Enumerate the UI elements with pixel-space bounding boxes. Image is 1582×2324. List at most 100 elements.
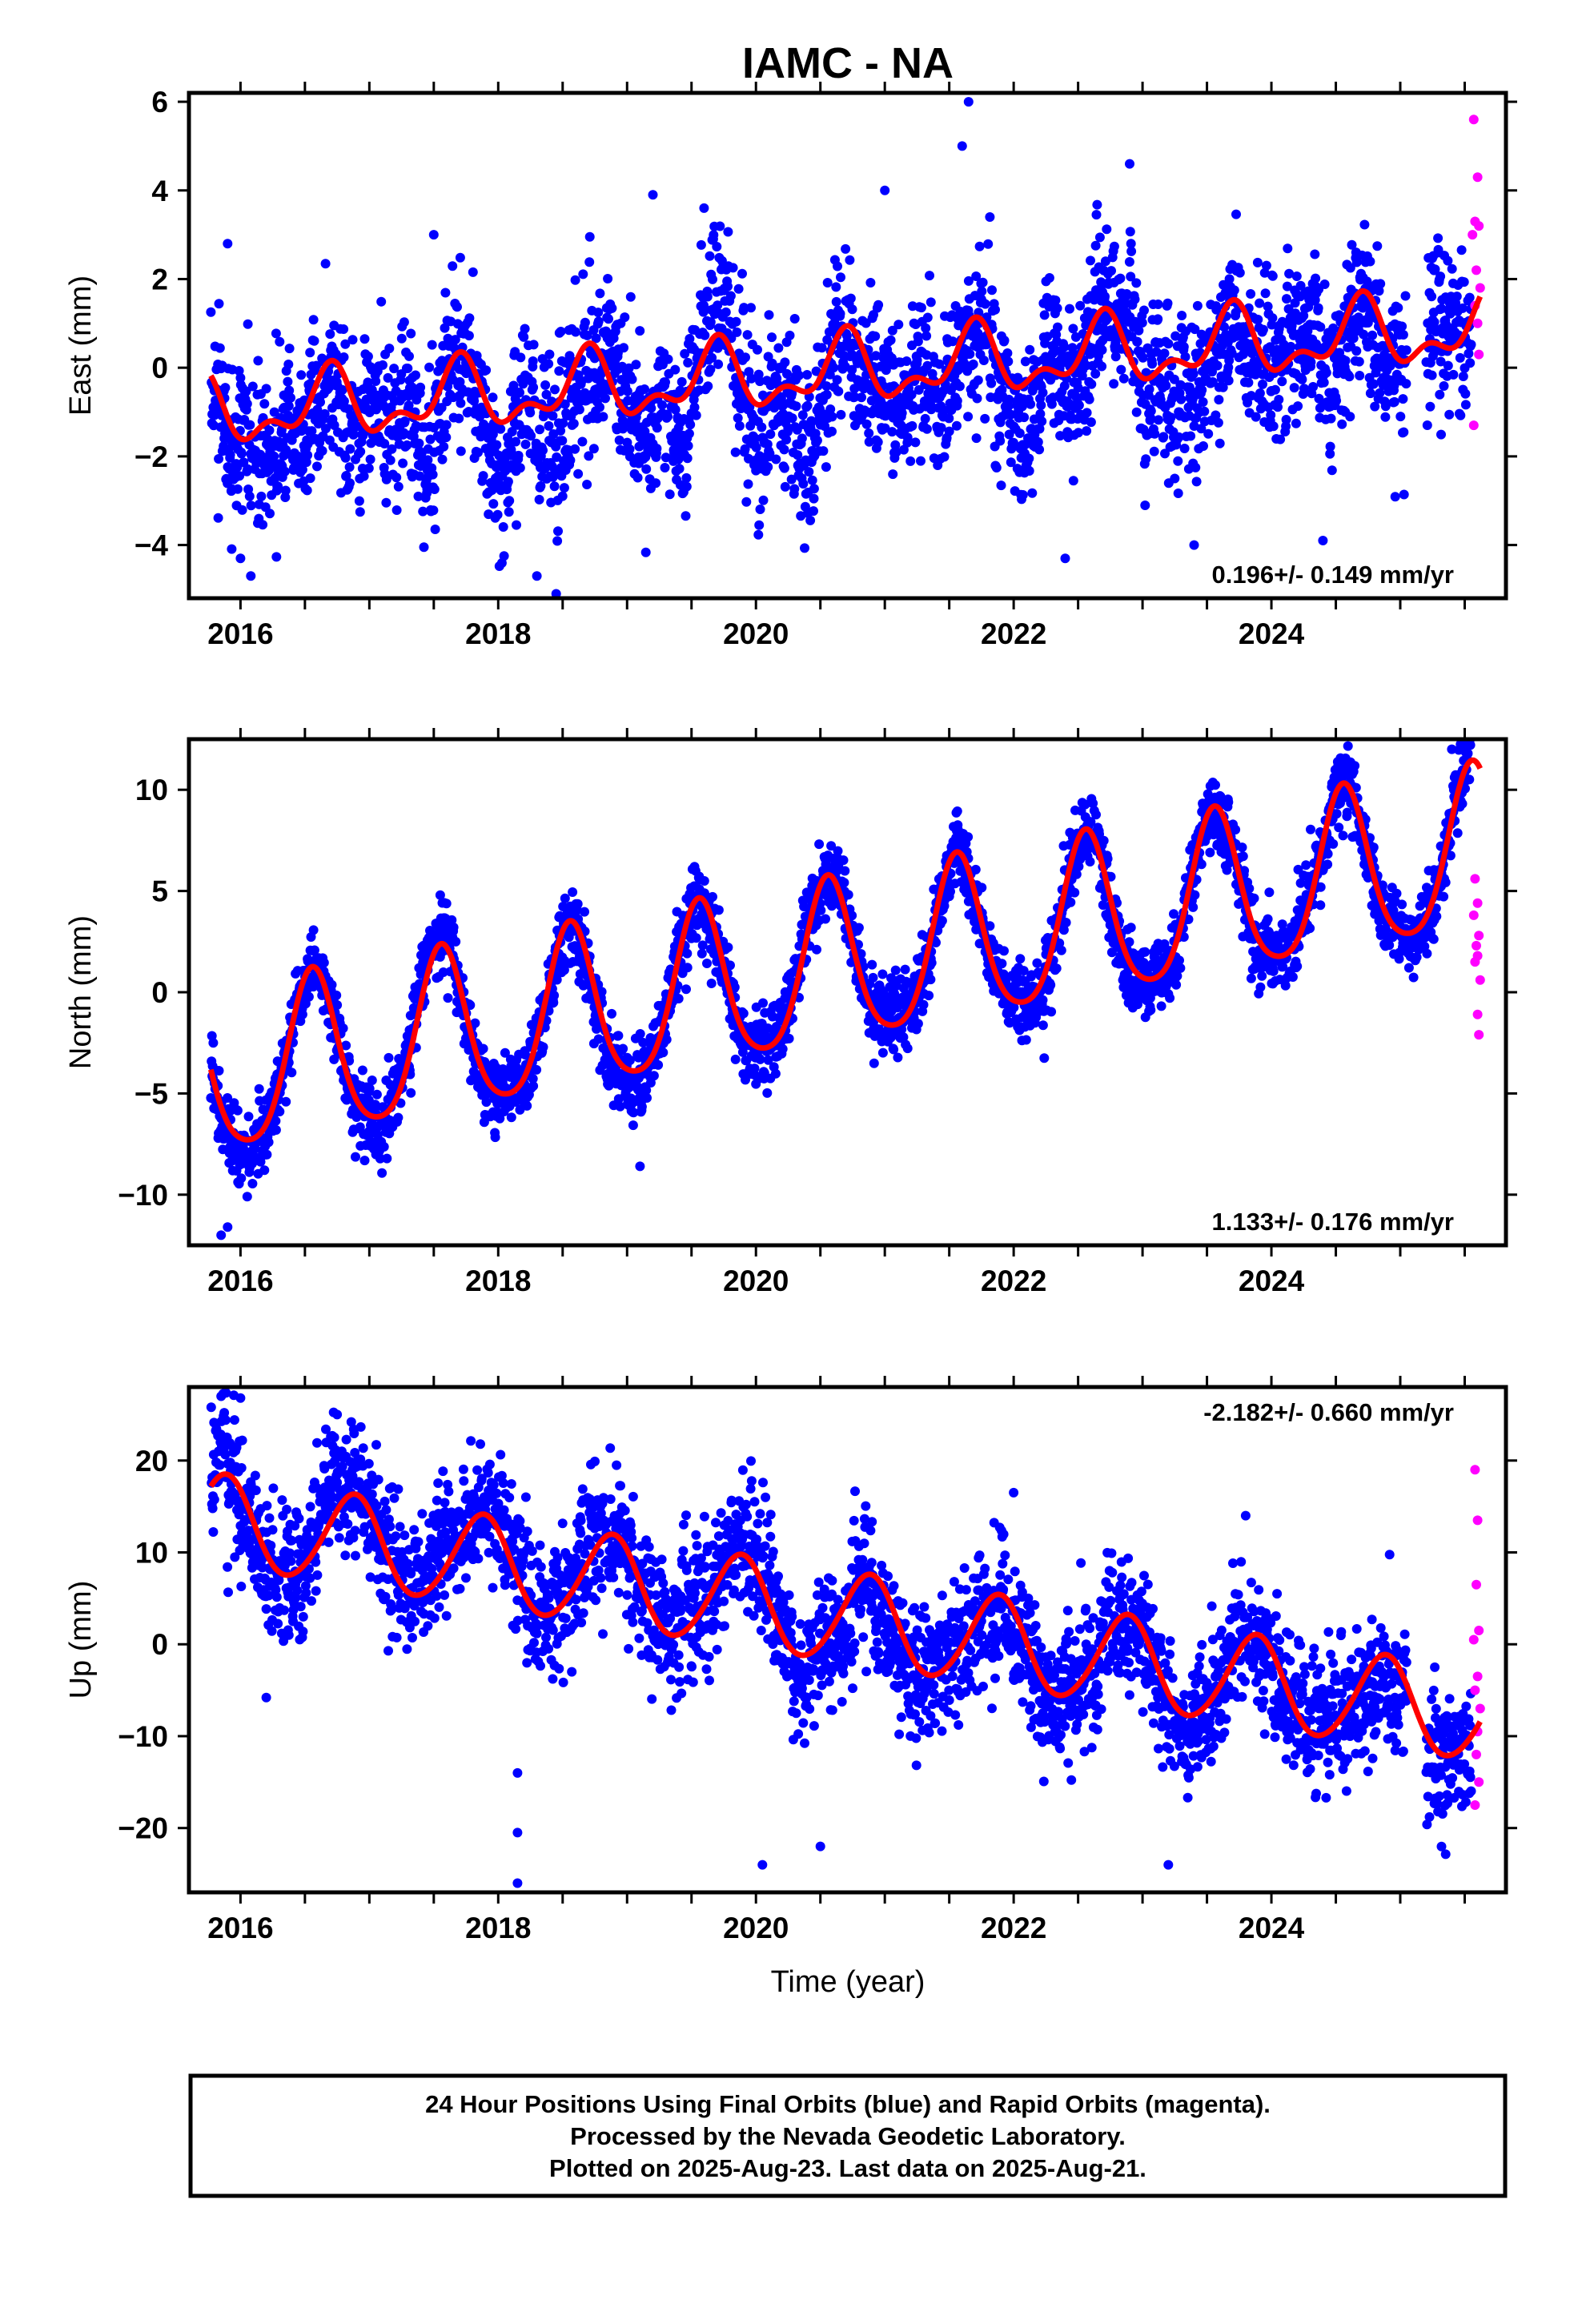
data-point [1380, 412, 1391, 422]
data-point [560, 399, 570, 409]
data-point [1132, 336, 1142, 347]
data-point [1050, 296, 1061, 305]
data-point [308, 925, 319, 935]
data-point [504, 507, 514, 517]
data-point [758, 495, 769, 505]
data-point [971, 433, 982, 444]
data-point [1354, 356, 1364, 367]
data-point [1427, 370, 1437, 380]
data-point [544, 359, 554, 369]
data-point [706, 979, 717, 988]
data-point [556, 425, 566, 436]
data-point [657, 400, 667, 410]
data-point [538, 1042, 548, 1052]
data-point [1399, 489, 1409, 500]
data-point [741, 497, 752, 507]
data-point [995, 436, 1006, 446]
data-point [1258, 324, 1268, 335]
data-point [206, 307, 216, 317]
data-point [1188, 368, 1199, 379]
data-point [1166, 412, 1176, 423]
data-point [481, 365, 492, 376]
data-point [952, 396, 962, 406]
data-point [363, 463, 374, 473]
data-point [636, 1102, 647, 1112]
data-point [598, 412, 608, 422]
data-point [1100, 292, 1110, 302]
data-point [944, 426, 954, 436]
data-point [829, 363, 839, 373]
data-point [247, 1179, 258, 1188]
data-point [1039, 310, 1050, 320]
y-axis-label: East (mm) [64, 275, 98, 416]
data-point [991, 463, 1002, 472]
data-point [702, 292, 713, 302]
data-point [515, 463, 525, 473]
data-point [307, 426, 317, 436]
data-point [865, 278, 876, 287]
data-point [541, 389, 552, 400]
data-point [317, 446, 327, 456]
data-point [891, 447, 901, 457]
data-point [1006, 409, 1016, 420]
data-point [802, 370, 813, 380]
data-point [980, 299, 990, 309]
data-point [827, 426, 837, 436]
data-point [468, 267, 478, 277]
data-point [818, 446, 829, 456]
rapid-point [1468, 420, 1479, 431]
data-point [642, 1093, 652, 1103]
data-point [225, 450, 235, 460]
data-point [492, 440, 502, 450]
y-tick-label: −2 [135, 440, 168, 473]
data-point [902, 432, 913, 443]
data-point [1191, 462, 1201, 472]
data-point [1401, 379, 1411, 389]
data-point [236, 448, 247, 459]
data-point [780, 357, 790, 368]
data-point [841, 243, 851, 254]
data-point [1460, 388, 1471, 399]
data-point [522, 1100, 532, 1111]
data-point [1282, 294, 1291, 304]
data-point [746, 373, 757, 384]
data-point [1138, 352, 1148, 363]
data-point [1253, 315, 1263, 324]
data-point [1075, 300, 1086, 311]
data-point [1118, 373, 1129, 384]
data-point [733, 413, 743, 423]
data-point [513, 450, 524, 460]
data-point [934, 359, 945, 369]
data-point [780, 481, 790, 492]
data-point [1286, 341, 1296, 352]
data-point [526, 431, 536, 441]
data-point [658, 1047, 669, 1058]
data-point [809, 493, 819, 504]
rapid-point [1468, 115, 1479, 125]
data-point [702, 959, 712, 968]
data-point [320, 259, 331, 269]
data-point [708, 891, 717, 902]
data-point [557, 436, 568, 446]
data-point [682, 453, 693, 464]
data-point [363, 352, 373, 362]
data-point [1365, 388, 1375, 399]
data-point [1125, 159, 1134, 169]
data-point [283, 360, 294, 369]
data-point [1139, 305, 1149, 316]
data-point [525, 408, 536, 418]
data-point [1389, 396, 1399, 407]
data-point [682, 948, 693, 959]
data-point [893, 320, 904, 330]
data-point [743, 479, 753, 489]
data-point [910, 437, 921, 448]
data-point [549, 991, 560, 1000]
data-point [674, 464, 685, 474]
data-point [339, 352, 349, 362]
data-point [415, 471, 425, 481]
data-point [399, 317, 409, 328]
data-point [913, 336, 923, 347]
data-point [387, 444, 397, 454]
data-point [1435, 271, 1446, 282]
data-point [573, 468, 584, 479]
